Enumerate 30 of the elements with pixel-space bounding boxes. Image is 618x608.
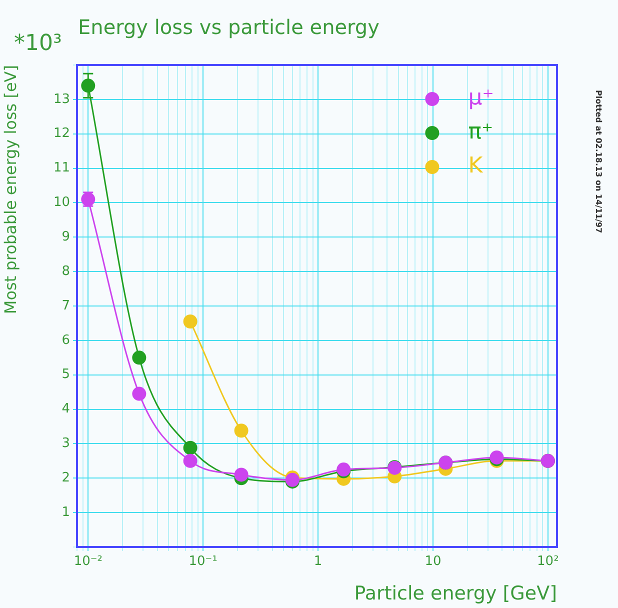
x-tick-label: 1 — [314, 554, 322, 570]
point — [183, 454, 198, 468]
y-tick-label: 3 — [62, 436, 70, 452]
point — [183, 440, 198, 455]
point — [183, 314, 198, 328]
point — [132, 350, 146, 365]
y-tick-label: 9 — [62, 230, 70, 245]
chart-title: Energy loss vs particle energy — [78, 15, 380, 39]
point — [132, 386, 146, 401]
x-tick-label: 10⁻² — [74, 554, 102, 570]
point — [234, 424, 248, 438]
y-tick-label: 12 — [53, 126, 70, 142]
point — [234, 468, 248, 482]
y-tick-label: 13 — [53, 92, 70, 107]
x-tick-label: 10 — [424, 554, 442, 570]
y-tick-label: 11 — [53, 160, 70, 176]
y-tick-label: 1 — [62, 504, 70, 520]
x-axis-title: Particle energy [GeV] — [354, 582, 557, 605]
text: Plotted at 02.18.13 on 14/11/97 — [594, 90, 603, 234]
y-tick-label: 5 — [62, 367, 70, 382]
text: *10³ — [14, 31, 62, 56]
y-axis-title: Most probable energy loss [eV] — [0, 65, 20, 314]
x-tick-label: 10⁻¹ — [188, 554, 218, 570]
y-tick-label: 10 — [53, 195, 70, 210]
y-tick-label: 7 — [62, 298, 70, 314]
y-tick-label: 2 — [62, 470, 70, 486]
y-tick-label: 8 — [62, 264, 70, 279]
y-tick-label: 6 — [62, 332, 70, 348]
y-tick-label: 4 — [62, 402, 70, 417]
x-tick-label: 10² — [537, 554, 559, 570]
